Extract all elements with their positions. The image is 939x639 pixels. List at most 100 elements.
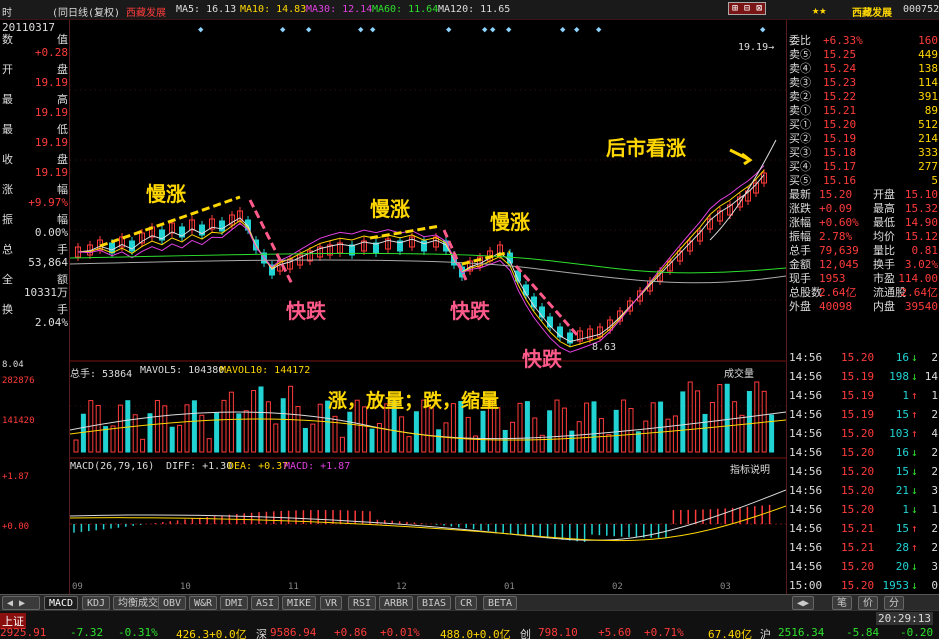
indicator-tab[interactable]: CR — [455, 596, 478, 610]
candle-body[interactable] — [219, 220, 225, 232]
ask-row[interactable]: 卖② 15.22 391 — [789, 90, 938, 104]
volume-bar[interactable] — [80, 413, 86, 453]
volume-bar[interactable] — [228, 391, 234, 453]
volume-bar[interactable] — [428, 406, 434, 453]
candle-body[interactable] — [433, 236, 439, 248]
candle-body[interactable] — [515, 270, 521, 282]
event-marker-icon[interactable]: ◆ — [358, 25, 364, 35]
candle-body[interactable] — [189, 219, 195, 231]
event-marker-icon[interactable]: ◆ — [446, 25, 452, 35]
volume-bar[interactable] — [169, 426, 175, 453]
volume-bar[interactable] — [384, 403, 390, 453]
volume-bar[interactable] — [487, 399, 493, 453]
indicator-tab[interactable]: DMI — [220, 596, 249, 610]
volume-bar[interactable] — [310, 423, 316, 453]
volume-bar[interactable] — [436, 429, 442, 453]
bid-row[interactable]: 买⑤ 15.16 5 — [789, 174, 938, 188]
volume-bar[interactable] — [354, 399, 360, 453]
period-label[interactable]: (同日线(复权) — [52, 8, 121, 19]
volume-bar[interactable] — [621, 399, 627, 453]
candle-body[interactable] — [737, 196, 743, 208]
volume-bar[interactable] — [295, 406, 301, 453]
volume-bar[interactable] — [214, 412, 220, 453]
zx-index-label[interactable]: 沪 — [760, 628, 771, 639]
toolbar-buttons[interactable]: ⊞ ⊟ ⊠ — [728, 2, 767, 15]
candle-body[interactable] — [727, 204, 733, 216]
volume-bar[interactable] — [95, 404, 101, 453]
candle-body[interactable] — [717, 210, 723, 222]
volume-bar[interactable] — [421, 399, 427, 453]
volume-bar[interactable] — [524, 401, 530, 453]
volume-bar[interactable] — [347, 411, 353, 453]
volume-bar[interactable] — [554, 399, 560, 453]
volume-bar[interactable] — [317, 403, 323, 453]
candle-body[interactable] — [753, 182, 759, 194]
cy-index-label[interactable]: 创 — [520, 628, 531, 639]
volume-bar[interactable] — [495, 407, 501, 453]
event-marker-icon[interactable]: ◆ — [280, 25, 286, 35]
volume-bar[interactable] — [132, 414, 138, 453]
candle-body[interactable] — [139, 232, 145, 244]
volume-bar[interactable] — [724, 383, 730, 453]
volume-bar[interactable] — [117, 404, 123, 453]
volume-bar[interactable] — [125, 400, 131, 453]
volume-bar[interactable] — [376, 422, 382, 453]
candle-body[interactable] — [409, 236, 415, 248]
volume-bar[interactable] — [110, 425, 116, 453]
event-marker-icon[interactable]: ◆ — [490, 25, 496, 35]
volume-bar[interactable] — [325, 400, 331, 453]
volume-bar[interactable] — [539, 434, 545, 453]
right-panel-tab[interactable]: 价 — [858, 596, 878, 610]
candle-body[interactable] — [547, 316, 553, 328]
volume-bar[interactable] — [687, 381, 693, 453]
indicator-tab[interactable]: MIKE — [282, 596, 317, 610]
indicator-tab[interactable]: BIAS — [417, 596, 452, 610]
indicator-tab[interactable]: KDJ — [82, 596, 111, 610]
ask-row[interactable]: 卖① 15.21 89 — [789, 104, 938, 118]
volume-bar[interactable] — [702, 413, 708, 453]
candle-body[interactable] — [199, 224, 205, 236]
volume-bar[interactable] — [695, 390, 701, 453]
event-marker-icon[interactable]: ◆ — [560, 25, 566, 35]
indicator-tab[interactable]: OBV — [158, 596, 187, 610]
candle-body[interactable] — [657, 270, 663, 282]
volume-bar[interactable] — [140, 438, 146, 453]
event-marker-icon[interactable]: ◆ — [760, 25, 766, 35]
candle-body[interactable] — [119, 236, 125, 248]
candle-body[interactable] — [397, 240, 403, 252]
candle-body[interactable] — [587, 328, 593, 340]
event-marker-icon[interactable]: ◆ — [596, 25, 602, 35]
volume-bar[interactable] — [473, 435, 479, 453]
panel-scroll-icon[interactable]: ◀▶ — [792, 596, 815, 610]
ask-row[interactable]: 卖④ 15.24 138 — [789, 62, 938, 76]
indicator-tab[interactable]: VR — [320, 596, 343, 610]
candle-body[interactable] — [327, 244, 333, 256]
volume-bar[interactable] — [561, 407, 567, 453]
volume-bar[interactable] — [199, 414, 205, 453]
candle-body[interactable] — [745, 190, 751, 202]
volume-bar[interactable] — [635, 431, 641, 453]
right-panel-tab[interactable]: 分 — [884, 596, 904, 610]
candle-body[interactable] — [627, 300, 633, 312]
ask-row[interactable]: 卖⑤ 15.25 449 — [789, 48, 938, 62]
volume-bar[interactable] — [450, 403, 456, 453]
event-marker-icon[interactable]: ◆ — [306, 25, 312, 35]
indicator-tab[interactable]: W&R — [189, 596, 218, 610]
candle-body[interactable] — [421, 240, 427, 252]
kline-chart-area[interactable]: ◆ ◆ ◆ ◆ ◆ ◆ ◆ ◆ ◆ ◆ ◆ ◆ ◆ 09 10 11 12 01 02 03 19.19→ 8.63 … — [2, 20, 786, 594]
indicator-tab[interactable]: MACD — [44, 596, 79, 610]
event-marker-icon[interactable]: ◆ — [370, 25, 376, 35]
volume-bar[interactable] — [103, 426, 109, 453]
candle-body[interactable] — [269, 264, 275, 276]
bid-row[interactable]: 买① 15.20 512 — [789, 118, 938, 132]
volume-bar[interactable] — [584, 402, 590, 453]
volume-bar[interactable] — [177, 424, 183, 453]
volume-bar[interactable] — [672, 415, 678, 453]
volume-bar[interactable] — [362, 406, 368, 453]
candle-body[interactable] — [317, 246, 323, 258]
event-marker-icon[interactable]: ◆ — [574, 25, 580, 35]
indicator-tab[interactable]: ASI — [251, 596, 280, 610]
volume-bar[interactable] — [147, 413, 153, 453]
volume-bar[interactable] — [184, 404, 190, 453]
volume-bar[interactable] — [339, 436, 345, 453]
